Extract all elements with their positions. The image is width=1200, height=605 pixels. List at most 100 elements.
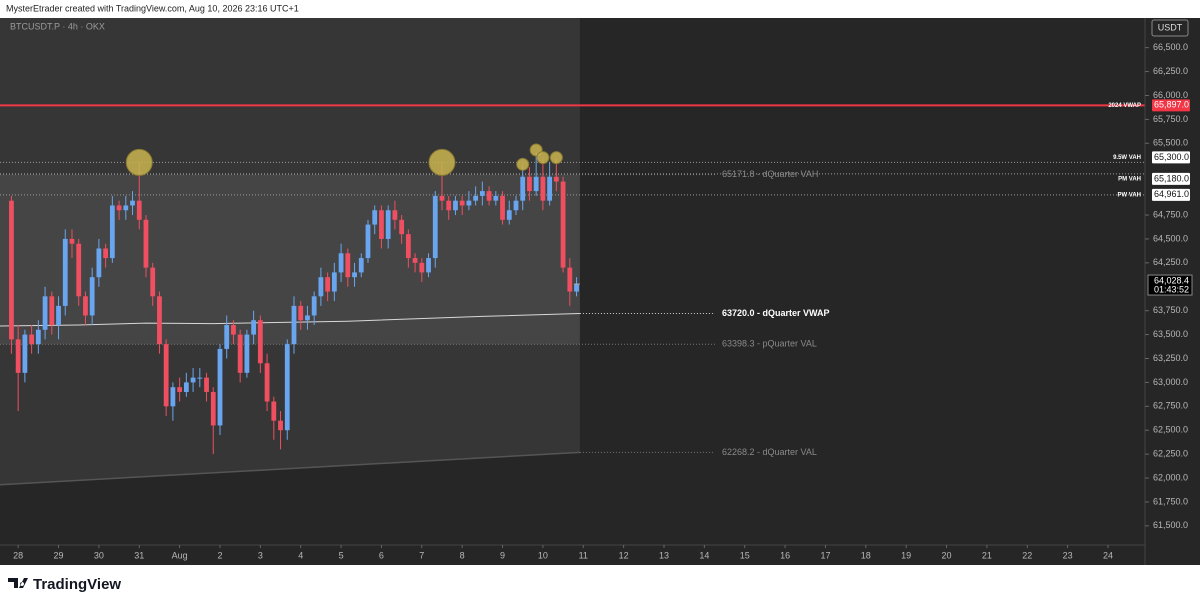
candle-body [298,305,304,321]
y-tick-label: 63,250.0 [1153,353,1188,363]
plot-area [0,18,1145,545]
candle-body [170,387,176,407]
candle-body [271,401,277,421]
candle-body [486,191,492,201]
candle-body [358,258,364,273]
y-tick-label: 66,250.0 [1153,66,1188,76]
candle-body [352,272,357,278]
x-tick-label: 21 [982,550,992,560]
candle-body [453,200,458,211]
candle-body [22,334,28,373]
y-tick-label: 64,500.0 [1153,233,1188,243]
x-tick-label: 11 [579,550,588,560]
quarter-level-label: 63398.3 - pQuarter VAL [722,339,817,349]
candle-body [338,253,344,273]
level-name: 9.5W VAH [1113,155,1141,161]
candle-body [365,224,371,259]
x-tick-label: Aug [172,550,188,560]
candle-body [547,176,553,201]
candle-body [385,210,391,239]
x-tick-label: 16 [780,550,790,560]
high-marker [428,148,456,176]
level-value-box [1152,188,1190,201]
x-tick-label: 12 [619,550,629,560]
level-name: PM VAH [1118,176,1141,182]
candle-body [136,200,142,220]
x-tick-label: 28 [13,550,23,560]
candle-body [62,238,68,306]
symbol-label: BTCUSDT.P · 4h · OKX [10,21,105,31]
candle-body [291,305,297,345]
candle-body [89,277,95,316]
x-tick-label: 13 [659,550,669,560]
candle-body [224,325,230,349]
x-tick-label: 19 [901,550,911,560]
level-name: 2024 VWAP [1108,103,1141,109]
level-value-box [1152,172,1190,185]
x-tick-label: 14 [699,550,709,560]
y-tick-label: 64,250.0 [1153,257,1188,267]
high-marker [125,148,153,176]
candle-body [412,258,418,263]
candle-body [177,387,183,392]
candle-body [217,348,223,426]
candle-body [500,195,505,220]
candle-body [278,420,283,431]
candle-body [567,267,573,292]
candle-body [204,377,209,392]
y-tick-label: 66,000.0 [1153,90,1188,100]
candle-body [506,210,512,220]
candle-body [446,200,452,211]
y-tick-label: 65,500.0 [1153,138,1188,148]
x-tick-label: 3 [258,550,263,560]
candle-body [513,200,519,211]
countdown: 01:43:52 [1154,284,1189,294]
candle-body [574,284,579,292]
x-tick-label: 9 [500,550,505,560]
y-tick-label: 63,750.0 [1153,305,1188,315]
level-value-box [1152,151,1190,164]
x-tick-label: 30 [94,550,104,560]
candle-body [560,181,566,268]
attribution: MysterEtrader created with TradingView.c… [6,3,299,13]
x-tick-label: 15 [740,550,750,560]
y-tick-label: 65,750.0 [1153,114,1188,124]
level-value-label: 65,897.0 [1154,100,1189,110]
candle-body [237,334,243,373]
value-area-band [0,174,580,345]
logo-text: TradingView [33,576,121,593]
quarter-level-label: 63720.0 - dQuarter VWAP [722,308,830,318]
y-tick-label: 62,750.0 [1153,401,1188,411]
candle-body [163,344,169,407]
candle-body [527,176,532,192]
candle-body [493,195,499,201]
candle-body [432,195,438,259]
candle-body [251,320,257,335]
candle-body [473,195,479,201]
x-tick-label: 2 [217,550,222,560]
y-tick-label: 62,250.0 [1153,449,1188,459]
x-tick-label: 7 [419,550,424,560]
candle-body [103,248,109,259]
candle-body [69,238,75,244]
x-tick-label: 18 [861,550,871,560]
candle-body [157,296,162,345]
x-tick-label: 17 [820,550,830,560]
level-value-label: 65,300.0 [1154,152,1189,162]
x-tick-label: 6 [379,550,384,560]
candle-body [231,325,236,335]
candle-body [426,258,431,273]
candle-body [76,243,82,297]
candle-body [311,296,317,316]
candle-body [29,334,35,345]
candle-body [325,277,331,292]
quarter-level-label: 65171.8 - dQuarter VAH [722,169,818,179]
x-tick-label: 8 [460,550,465,560]
y-tick-label: 64,750.0 [1153,209,1188,219]
candle-body [520,176,526,201]
candle-body [42,296,48,330]
x-tick-label: 5 [339,550,344,560]
y-tick-label: 63,500.0 [1153,329,1188,339]
level-value-label: 65,180.0 [1154,173,1189,183]
high-marker [536,151,550,165]
